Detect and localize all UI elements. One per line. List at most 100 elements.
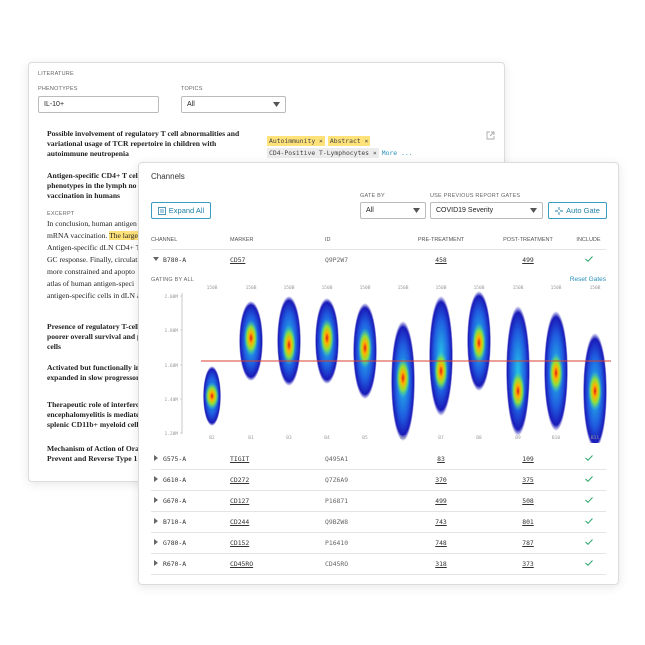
- excerpt-highlight: The larges: [109, 231, 141, 240]
- more-link[interactable]: More ...: [381, 149, 413, 157]
- post-treatment-value: 373: [522, 559, 534, 568]
- protein-id: Q7Z6A9: [325, 475, 349, 484]
- channel-name: G610-A: [163, 475, 187, 484]
- density-core: [472, 323, 486, 363]
- include-check[interactable]: [585, 455, 593, 461]
- phenotype-input[interactable]: IL-10+: [38, 96, 159, 113]
- expand-toggle[interactable]: [153, 518, 159, 524]
- button-label: Expand All: [168, 206, 205, 215]
- density-plot: 2.00M 1.80M 1.60M 1.40M 1.20M 150B B2 150B B1 150…: [164, 285, 611, 443]
- auto-gate-icon: [555, 206, 564, 215]
- article-title[interactable]: Possible involvement of regulatory T cel…: [47, 129, 239, 159]
- expand-toggle[interactable]: [153, 476, 159, 482]
- article-title[interactable]: Mechanism of Action of Oral Prevent and R…: [47, 444, 145, 464]
- marker-link[interactable]: CD57: [230, 255, 246, 264]
- marker-link[interactable]: CD45RO: [230, 559, 254, 568]
- expand-toggle[interactable]: [153, 497, 159, 503]
- y-axis-label: 1.80M: [164, 328, 178, 334]
- y-axis-label: 1.60M: [164, 363, 178, 369]
- channel-name: R670-A: [163, 559, 187, 568]
- auto-gate-button[interactable]: Auto Gate: [548, 202, 607, 219]
- channel-name: G780-A: [163, 538, 187, 547]
- column-header: CHANNEL: [151, 237, 178, 243]
- gate-by-select[interactable]: All: [360, 202, 426, 219]
- marker-link[interactable]: TIGIT: [230, 454, 250, 463]
- article-title[interactable]: Presence of regulatory T-cell poorer over…: [47, 322, 141, 352]
- expand-all-button[interactable]: Expand All: [151, 202, 211, 219]
- title-line: Prevent and Reverse Type 1 D: [47, 454, 145, 463]
- article-title[interactable]: Antigen-specific CD4+ T cell phenotypes i…: [47, 171, 140, 201]
- pre-treatment-value: 458: [435, 255, 447, 264]
- select-value: All: [187, 101, 195, 108]
- reset-gates-link[interactable]: Reset Gates: [569, 276, 606, 283]
- field-label: PHENOTYPES: [38, 86, 78, 92]
- include-check[interactable]: [585, 476, 593, 482]
- title-line: expanded in slow progressor: [47, 373, 140, 382]
- marker-link[interactable]: CD127: [230, 496, 250, 505]
- density-core: [511, 371, 525, 411]
- population-label: B4: [324, 435, 330, 441]
- title-line: encephalomyelitis is mediate: [47, 410, 140, 419]
- population-label: B9: [515, 435, 521, 441]
- gating-label: GATING BY ALL: [151, 277, 195, 283]
- channel-row: G670-A CD127 P16871 499 508: [151, 490, 606, 512]
- table-header: CHANNEL MARKER ID PRE-TREATMENT POST-TREATME…: [151, 231, 606, 250]
- excerpt-text: more constrained and apopto: [47, 267, 135, 276]
- marker-link[interactable]: CD272: [230, 475, 250, 484]
- density-core: [396, 358, 410, 398]
- title-line: poorer overall survival and p: [47, 332, 142, 341]
- population-label: 150B: [436, 285, 447, 291]
- title-line: variational usage of TCR repertoire in c…: [47, 139, 217, 148]
- include-check[interactable]: [585, 497, 593, 503]
- expand-toggle[interactable]: [153, 560, 159, 566]
- population-label: 150B: [207, 285, 218, 291]
- expand-toggle[interactable]: [153, 256, 159, 262]
- pre-treatment-value: 748: [435, 538, 447, 547]
- post-treatment-value: 787: [522, 538, 534, 547]
- excerpt-text: antigen-specific cells in dLN a: [47, 291, 141, 300]
- input-value: IL-10+: [44, 101, 65, 108]
- marker-link[interactable]: CD152: [230, 538, 250, 547]
- protein-id: Q9BZW8: [325, 517, 349, 526]
- article-title[interactable]: Therapeutic role of interferon encephalom…: [47, 400, 144, 430]
- include-check[interactable]: [585, 256, 593, 262]
- channel-row: G610-A CD272 Q7Z6A9 370 375: [151, 469, 606, 491]
- protein-id: Q9P2W7: [325, 255, 349, 264]
- population-label: B8: [476, 435, 482, 441]
- dropdown-arrow: [530, 208, 537, 213]
- channel-name: G670-A: [163, 496, 187, 505]
- topics-select[interactable]: All: [181, 96, 286, 113]
- title-line: Possible involvement of regulatory T cel…: [47, 129, 240, 138]
- include-check[interactable]: [585, 560, 593, 566]
- population-label: B7: [438, 435, 444, 441]
- population-label: 150B: [360, 285, 371, 291]
- channel-name: G575-A: [163, 454, 187, 463]
- include-check[interactable]: [585, 518, 593, 524]
- include-check[interactable]: [585, 539, 593, 545]
- article-title[interactable]: Activated but functionally in expanded in…: [47, 363, 140, 383]
- tag[interactable]: Abstract ×: [327, 136, 371, 146]
- tag-list: Autoimmunity × Abstract ×: [267, 130, 373, 148]
- channel-name: B710-A: [163, 517, 187, 526]
- expand-toggle[interactable]: [153, 539, 159, 545]
- expand-toggle[interactable]: [153, 455, 159, 461]
- population-label: 150B: [513, 285, 524, 291]
- external-link-icon[interactable]: [486, 131, 495, 140]
- tag-list: CD4-Positive T-Lymphocytes × More ...: [267, 142, 413, 160]
- title-line: Antigen-specific CD4+ T cell: [47, 171, 140, 180]
- tag[interactable]: Autoimmunity ×: [267, 136, 325, 146]
- tag[interactable]: CD4-Positive T-Lymphocytes ×: [267, 148, 379, 158]
- panel-title: Channels: [151, 172, 185, 181]
- density-core: [282, 325, 296, 365]
- channel-row: G780-A CD152 P16410 748 787: [151, 532, 606, 554]
- marker-link[interactable]: CD244: [230, 517, 250, 526]
- excerpt-line: Antigen-specific dLN CD4+ T: [47, 242, 141, 254]
- title-line: Activated but functionally in: [47, 363, 141, 372]
- title-line: autoimmune neutropenia: [47, 149, 129, 158]
- excerpt-text: Antigen-specific dLN CD4+ T: [47, 243, 141, 252]
- button-label: Auto Gate: [566, 206, 600, 215]
- population-label: 150B: [398, 285, 409, 291]
- title-line: Presence of regulatory T-cell: [47, 322, 140, 331]
- report-gates-select[interactable]: COVID19 Severity: [430, 202, 543, 219]
- pre-treatment-value: 499: [435, 496, 447, 505]
